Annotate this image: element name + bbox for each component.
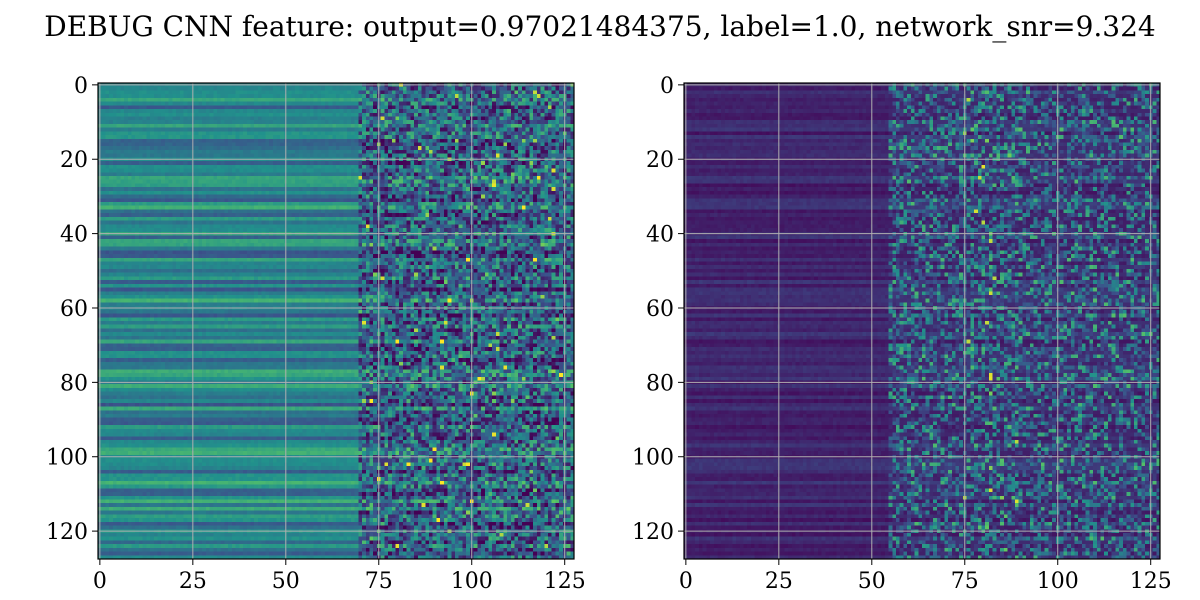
x-tick-label: 100 xyxy=(1037,569,1079,594)
figure-title: DEBUG CNN feature: output=0.97021484375,… xyxy=(44,10,1155,43)
x-tick-label: 0 xyxy=(679,569,693,594)
x-tick-label: 50 xyxy=(858,569,886,594)
x-tick-label: 125 xyxy=(1130,569,1172,594)
heatmap-panel-right: 0 25 50 75 100 125 0 20 40 60 80 100 120 xyxy=(632,74,1172,594)
heatmap-panel-left: 0 25 50 75 100 125 0 20 40 60 80 100 120 xyxy=(46,74,586,594)
y-tick-label: 40 xyxy=(646,223,674,248)
x-tick-label: 50 xyxy=(272,569,300,594)
x-tick-label: 25 xyxy=(765,569,793,594)
y-tick-label: 100 xyxy=(632,446,674,471)
y-tick-label: 20 xyxy=(646,148,674,173)
axes-frame xyxy=(683,82,1161,560)
y-tick-label: 0 xyxy=(660,74,674,99)
y-tick-label: 40 xyxy=(60,223,88,248)
y-tick-label: 100 xyxy=(46,446,88,471)
x-tick-label: 0 xyxy=(93,569,107,594)
y-tick-label: 0 xyxy=(74,74,88,99)
y-tick-label: 80 xyxy=(60,371,88,396)
y-tick-label: 60 xyxy=(60,297,88,322)
y-tick-label: 60 xyxy=(646,297,674,322)
y-tick-label: 80 xyxy=(646,371,674,396)
y-tick-label: 20 xyxy=(60,148,88,173)
x-tick-label: 75 xyxy=(365,569,393,594)
y-tick-label: 120 xyxy=(632,520,674,545)
y-tick-label: 120 xyxy=(46,520,88,545)
x-tick-label: 75 xyxy=(951,569,979,594)
axes-frame xyxy=(97,82,575,560)
x-tick-label: 25 xyxy=(179,569,207,594)
heatmap-image xyxy=(98,83,574,559)
x-tick-label: 100 xyxy=(451,569,493,594)
x-tick-label: 125 xyxy=(544,569,586,594)
heatmap-image xyxy=(684,83,1160,559)
